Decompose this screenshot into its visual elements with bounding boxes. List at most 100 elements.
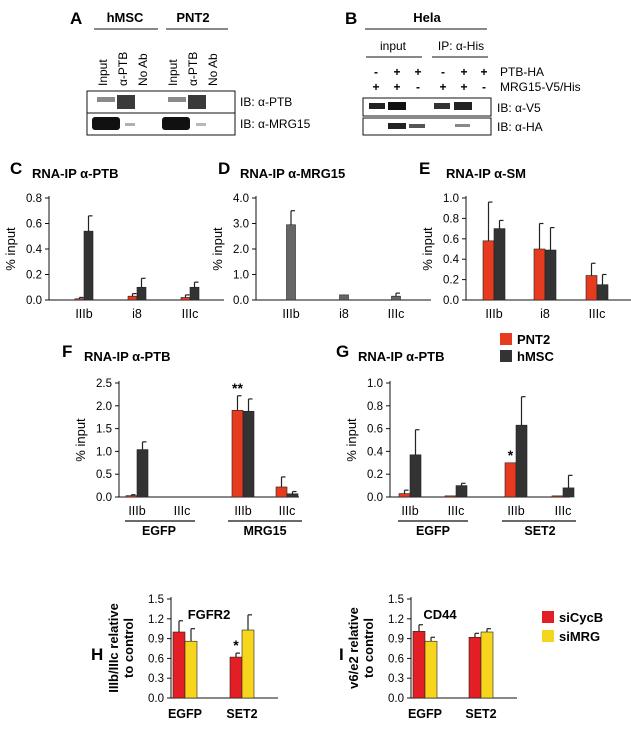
blot-b-sign: - bbox=[441, 65, 445, 79]
bar bbox=[136, 286, 147, 301]
bar bbox=[241, 629, 255, 699]
blot-b-row-ptb-ha: PTB-HA bbox=[500, 65, 544, 79]
blot-a-lane-5: α-PTB bbox=[186, 52, 200, 86]
significance-marker: * bbox=[508, 447, 514, 463]
y-tick-label: 0.5 bbox=[96, 469, 112, 481]
blot-b-row-mrg15: MRG15-V5/His bbox=[500, 80, 581, 94]
x-tick-label: IIIb bbox=[401, 504, 418, 518]
blot-b-sign-grid: - + + - + ++ + - + + - bbox=[372, 65, 487, 94]
panel-b-blot: B Hela input IP: α-His - + + - + ++ + - + + - PTB-… bbox=[345, 9, 581, 136]
x-tick-label: IIIc bbox=[279, 504, 296, 518]
blot-b-sign: - bbox=[482, 80, 486, 94]
blot-b-sign: + bbox=[439, 80, 446, 94]
x-tick-label: IIIc bbox=[448, 504, 465, 518]
legend-swatch-sicycb bbox=[542, 611, 554, 623]
bar bbox=[242, 410, 255, 498]
y-tick-label: 0.6 bbox=[148, 653, 164, 665]
panel-a-blot: A hMSC PNT2 Input α-PTB No Ab Input α-PT… bbox=[70, 9, 311, 136]
y-axis-label: v6/e2 relativeto control bbox=[346, 607, 376, 689]
panel-label-d: D bbox=[218, 159, 230, 178]
chart-e: E RNA-IP α-SM 0.0 0.2 0.4 0.6 0.8 1.0 % input III… bbox=[419, 159, 631, 321]
y-axis-label: % input bbox=[344, 418, 359, 462]
x-tick-label: EGFP bbox=[408, 707, 442, 721]
blot-a-lane-2: α-PTB bbox=[116, 52, 130, 86]
bar bbox=[444, 495, 457, 498]
legend-sicycb-simrg: siCycB siMRG bbox=[542, 610, 603, 644]
y-tick-label: 0.6 bbox=[388, 653, 404, 665]
x-tick-label: i8 bbox=[132, 307, 142, 321]
x-tick-label: IIIb bbox=[282, 307, 299, 321]
bar bbox=[424, 640, 438, 699]
chart-g: G RNA-IP α-PTB 0.0 0.2 0.4 0.6 0.8 1.0 % input II… bbox=[336, 342, 576, 538]
y-axis-label: % input bbox=[73, 418, 88, 462]
legend-label-hmsc: hMSC bbox=[517, 349, 554, 364]
y-tick-label: 1.2 bbox=[388, 614, 404, 626]
significance-marker: ** bbox=[232, 380, 243, 396]
y-tick-label: 0.4 bbox=[26, 244, 43, 256]
y-tick-label: 0.8 bbox=[443, 213, 459, 225]
y-tick-label: 0.0 bbox=[96, 492, 112, 504]
y-tick-label: 2.0 bbox=[96, 401, 112, 413]
bar bbox=[551, 495, 564, 498]
bar bbox=[231, 410, 244, 498]
y-tick-label: 0.6 bbox=[443, 234, 459, 246]
blot-a-ib-mrg15: IB: α-MRG15 bbox=[240, 117, 311, 131]
bar bbox=[409, 454, 422, 498]
legend-swatch-simrg bbox=[542, 630, 554, 642]
y-axis-label: % input bbox=[420, 227, 435, 271]
chart-d: D RNA-IP α-MRG15 0.0 1.0 2.0 3.0 4.0 % input III… bbox=[210, 159, 431, 321]
y-tick-label: 0.4 bbox=[367, 446, 384, 458]
y-tick-label: 0.4 bbox=[443, 254, 460, 266]
blot-b-group-ip: IP: α-His bbox=[438, 39, 484, 53]
chart-title: RNA-IP α-PTB bbox=[358, 349, 444, 364]
y-tick-label: 0.2 bbox=[443, 275, 459, 287]
bar bbox=[482, 240, 495, 301]
x-tick-label: IIIb bbox=[75, 307, 92, 321]
y-tick-label: 2.0 bbox=[233, 244, 249, 256]
y-tick-label: 0.0 bbox=[26, 295, 42, 307]
chart-f: F RNA-IP α-PTB 0.0 0.5 1.0 1.5 2.0 2.5 % input II… bbox=[62, 342, 302, 538]
chart-title: FGFR2 bbox=[188, 607, 231, 622]
x-tick-label: SET2 bbox=[465, 707, 496, 721]
y-tick-label: 1.0 bbox=[233, 270, 249, 282]
y-tick-label: 0.0 bbox=[148, 693, 164, 705]
bar bbox=[286, 224, 296, 301]
y-axis-label-line: to control bbox=[121, 618, 136, 678]
y-tick-label: 1.0 bbox=[367, 378, 383, 390]
blot-b-sign: + bbox=[460, 65, 467, 79]
bar bbox=[544, 249, 557, 301]
x-tick-label: EGFP bbox=[168, 707, 202, 721]
legend-label-simrg: siMRG bbox=[559, 629, 600, 644]
bar bbox=[585, 275, 598, 301]
chart-title: RNA-IP α-MRG15 bbox=[240, 166, 345, 181]
y-tick-label: 0.8 bbox=[367, 401, 383, 413]
y-tick-label: 1.0 bbox=[96, 446, 112, 458]
bar bbox=[184, 640, 198, 699]
blot-a-group-hmsc: hMSC bbox=[107, 10, 144, 25]
y-tick-label: 0.3 bbox=[148, 673, 164, 685]
legend-label-sicycb: siCycB bbox=[559, 610, 603, 625]
group-label: MRG15 bbox=[243, 524, 286, 538]
panel-label-f: F bbox=[62, 342, 72, 361]
group-label: EGFP bbox=[142, 524, 176, 538]
x-tick-label: IIIc bbox=[174, 504, 191, 518]
y-axis-label: % input bbox=[3, 227, 18, 271]
panel-label-c: C bbox=[10, 159, 22, 178]
blot-a-lane-1: Input bbox=[96, 59, 110, 86]
chart-title: RNA-IP α-PTB bbox=[32, 166, 118, 181]
x-tick-label: IIIb bbox=[234, 504, 251, 518]
x-tick-label: IIIc bbox=[182, 307, 199, 321]
bar bbox=[180, 297, 191, 301]
chart-title: RNA-IP α-SM bbox=[446, 166, 526, 181]
y-tick-label: 0.8 bbox=[26, 193, 42, 205]
y-tick-label: 4.0 bbox=[233, 193, 249, 205]
blot-b-ib-v5: IB: α-V5 bbox=[497, 101, 541, 115]
group-label: SET2 bbox=[524, 524, 555, 538]
bar bbox=[136, 449, 149, 498]
y-tick-label: 0.0 bbox=[388, 693, 404, 705]
y-tick-label: 0.0 bbox=[443, 295, 459, 307]
bar bbox=[189, 286, 200, 301]
blot-b-group-input: input bbox=[380, 39, 407, 53]
y-axis-label-line: to control bbox=[361, 618, 376, 678]
